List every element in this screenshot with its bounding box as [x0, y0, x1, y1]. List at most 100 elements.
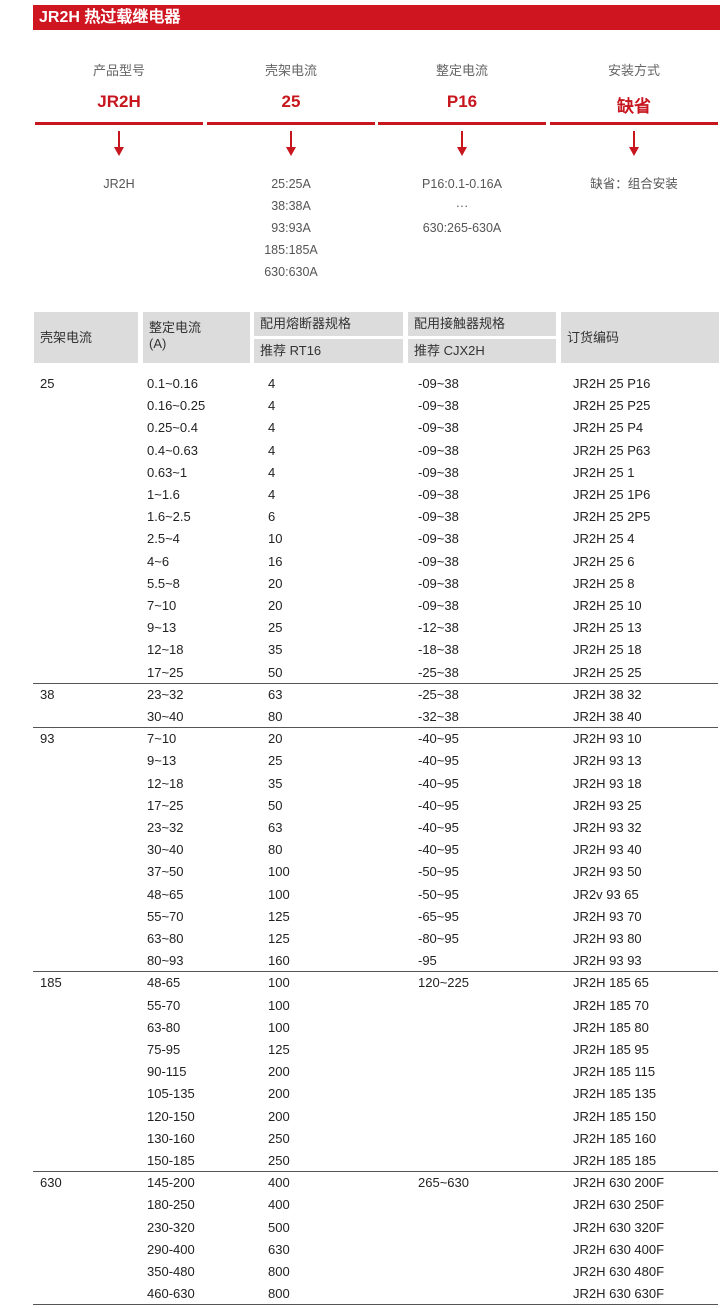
- fuse-cell: 20: [268, 598, 283, 613]
- model-code-option: 93:93A: [271, 221, 311, 235]
- underline: [207, 122, 375, 125]
- setting-range-cell: 130-160: [147, 1130, 195, 1146]
- order-code-cell: JR2H 25 6: [573, 553, 635, 569]
- table-row: 55-70 100 JR2H 185 70: [0, 995, 724, 1017]
- table-row: 460-630 800 JR2H 630 630F: [0, 1283, 724, 1305]
- contactor-cell: -50~95: [418, 864, 459, 880]
- table-row: 30~40 80 -40~95 JR2H 93 40: [0, 839, 724, 861]
- contactor-cell: -40~95: [418, 731, 459, 747]
- table-row: 150-185 250 JR2H 185 185: [0, 1150, 724, 1172]
- model-code-option: 185:185A: [264, 243, 318, 257]
- table-row: 180-250 400 JR2H 630 250F: [0, 1194, 724, 1216]
- order-code-cell: JR2H 630 630F: [573, 1286, 665, 1302]
- fuse-cell: 35: [268, 642, 283, 658]
- table-row: 17~25 50 -40~95 JR2H 93 25: [0, 795, 724, 817]
- contactor-cell: -40~95: [418, 753, 459, 769]
- setting-range-cell: 0.4~0.63: [147, 442, 198, 458]
- table-row: 230-320 500 JR2H 630 320F: [0, 1217, 724, 1239]
- header-contactor-sub: 推荐 CJX2H: [408, 339, 556, 363]
- table-row: 9~13 25 -12~38 JR2H 25 13: [0, 617, 724, 639]
- fuse-cell: 400: [268, 1175, 290, 1191]
- table-row: 1~1.6 4 -09~38 JR2H 25 1P6: [0, 484, 724, 506]
- order-code-cell: JR2H 25 P25: [573, 398, 651, 414]
- table-row: 120-150 200 JR2H 185 150: [0, 1106, 724, 1128]
- order-code-cell: JR2H 185 70: [573, 997, 649, 1013]
- header-setting: 整定电流 (A): [143, 312, 250, 363]
- contactor-cell: -65~95: [418, 908, 459, 924]
- order-code-cell: JR2H 38 32: [573, 686, 642, 702]
- header-setting-unit: (A): [149, 336, 167, 351]
- contactor-cell: -09~38: [418, 420, 459, 436]
- order-code-cell: JR2H 25 1P6: [573, 487, 651, 502]
- model-code-option: P16:0.1-0.16A: [422, 177, 502, 191]
- header-code: 订货编码: [561, 312, 719, 363]
- model-code-option: 缺省：组合安装: [590, 177, 678, 191]
- setting-range-cell: 63-80: [147, 1019, 181, 1035]
- fuse-cell: 250: [268, 1130, 290, 1146]
- order-code-cell: JR2H 38 40: [573, 709, 642, 724]
- underline: [35, 122, 203, 125]
- fuse-cell: 200: [268, 1108, 290, 1124]
- group-divider: [33, 1304, 718, 1306]
- fuse-cell: 25: [268, 753, 283, 769]
- contactor-cell: -40~95: [418, 775, 459, 791]
- table-row: 93 7~10 20 -40~95 JR2H 93 10: [0, 728, 724, 750]
- group-divider: [33, 727, 718, 729]
- setting-range-cell: 460-630: [147, 1286, 195, 1302]
- frame-current-cell: 630: [40, 1175, 62, 1191]
- table-row: 0.25~0.4 4 -09~38 JR2H 25 P4: [0, 417, 724, 439]
- setting-range-cell: 75-95: [147, 1042, 181, 1057]
- setting-range-cell: 2.5~4: [147, 531, 180, 547]
- setting-range-cell: 17~25: [147, 664, 184, 680]
- order-code-cell: JR2H 93 13: [573, 753, 642, 769]
- contactor-cell: -09~38: [418, 531, 459, 547]
- group-divider: [33, 1171, 718, 1173]
- setting-range-cell: 0.63~1: [147, 464, 188, 480]
- model-code-value: 25: [281, 92, 301, 111]
- setting-range-cell: 180-250: [147, 1197, 195, 1213]
- order-code-cell: JR2H 25 P63: [573, 442, 651, 458]
- setting-range-cell: 5.5~8: [147, 575, 180, 591]
- arrow-down-icon: [378, 131, 546, 163]
- contactor-cell: -09~38: [418, 398, 459, 414]
- setting-range-cell: 145-200: [147, 1175, 195, 1191]
- order-code-cell: JR2H 93 18: [573, 775, 642, 791]
- setting-range-cell: 230-320: [147, 1219, 195, 1235]
- order-code-cell: JR2H 630 400F: [573, 1241, 665, 1257]
- fuse-cell: 500: [268, 1219, 290, 1235]
- table-row: 105-135 200 JR2H 185 135: [0, 1083, 724, 1105]
- arrow-down-icon: [550, 131, 718, 163]
- fuse-cell: 800: [268, 1286, 290, 1302]
- table-row: 5.5~8 20 -09~38 JR2H 25 8: [0, 573, 724, 595]
- contactor-cell: 265~630: [418, 1175, 469, 1191]
- fuse-cell: 80: [268, 842, 283, 858]
- fuse-cell: 80: [268, 709, 283, 724]
- order-code-cell: JR2H 630 480F: [573, 1264, 665, 1279]
- order-code-cell: JR2v 93 65: [573, 886, 639, 902]
- contactor-cell: -09~38: [418, 487, 459, 502]
- table-row: 23~32 63 -40~95 JR2H 93 32: [0, 817, 724, 839]
- fuse-cell: 100: [268, 997, 290, 1013]
- group-divider: [33, 971, 718, 973]
- setting-range-cell: 150-185: [147, 1153, 195, 1168]
- table-row: 630 145-200 400 265~630 JR2H 630 200F: [0, 1172, 724, 1194]
- setting-range-cell: 23~32: [147, 820, 184, 835]
- setting-range-cell: 9~13: [147, 620, 177, 636]
- fuse-cell: 125: [268, 1042, 290, 1057]
- order-code-cell: JR2H 630 200F: [573, 1175, 665, 1191]
- model-code-column: 壳架电流 25 25:25A 38:38A 93:93A 185:185A 630:63…: [207, 60, 375, 283]
- table-row: 30~40 80 -32~38 JR2H 38 40: [0, 706, 724, 728]
- order-code-cell: JR2H 185 115: [573, 1064, 656, 1080]
- model-code-label: 整定电流: [435, 63, 488, 78]
- fuse-cell: 100: [268, 975, 290, 991]
- order-code-cell: JR2H 185 65: [573, 975, 649, 991]
- fuse-cell: 100: [268, 1019, 290, 1035]
- order-code-cell: JR2H 185 150: [573, 1108, 657, 1124]
- table-row: 9~13 25 -40~95 JR2H 93 13: [0, 750, 724, 772]
- table-row: 80~93 160 -95 JR2H 93 93: [0, 950, 724, 972]
- model-code-column: 安装方式 缺省 缺省：组合安装: [550, 60, 718, 195]
- table-row: 37~50 100 -50~95 JR2H 93 50: [0, 861, 724, 883]
- fuse-cell: 63: [268, 686, 283, 702]
- setting-range-cell: 1~1.6: [147, 487, 180, 502]
- fuse-cell: 4: [268, 487, 276, 502]
